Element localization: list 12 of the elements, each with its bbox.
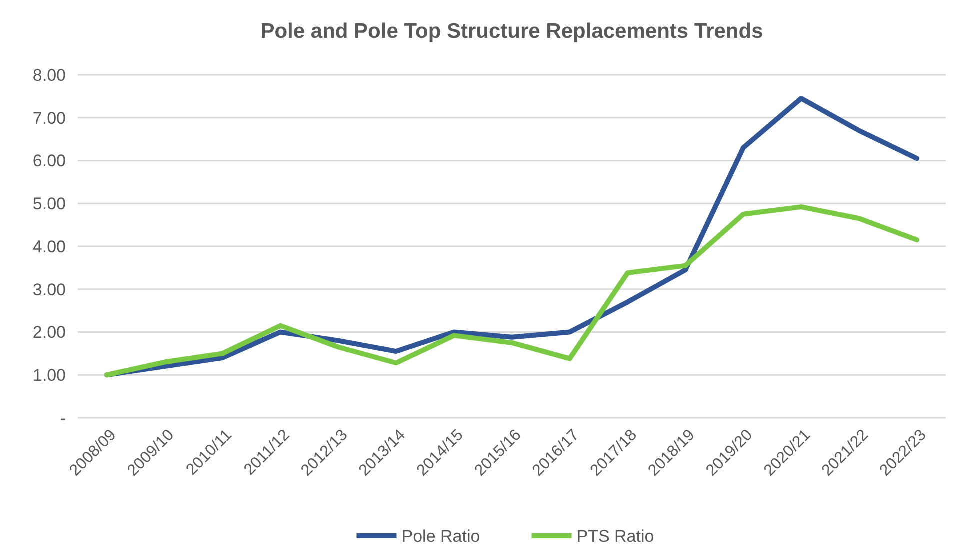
chart-title: Pole and Pole Top Structure Replacements Trends [260,20,764,43]
y-tick-label: 2.00 [32,323,66,342]
legend-label: PTS Ratio [576,526,654,546]
y-tick-label: 1.00 [32,366,66,386]
y-tick-label: 4.00 [32,237,66,256]
y-tick-label: - [60,408,66,428]
y-tick-label: 6.00 [32,152,66,171]
y-tick-label: 8.00 [32,66,66,85]
y-tick-label: 3.00 [32,280,66,300]
y-tick-label: 7.00 [32,108,66,128]
y-tick-label: 5.00 [32,194,66,214]
legend-label: Pole Ratio [402,526,480,546]
